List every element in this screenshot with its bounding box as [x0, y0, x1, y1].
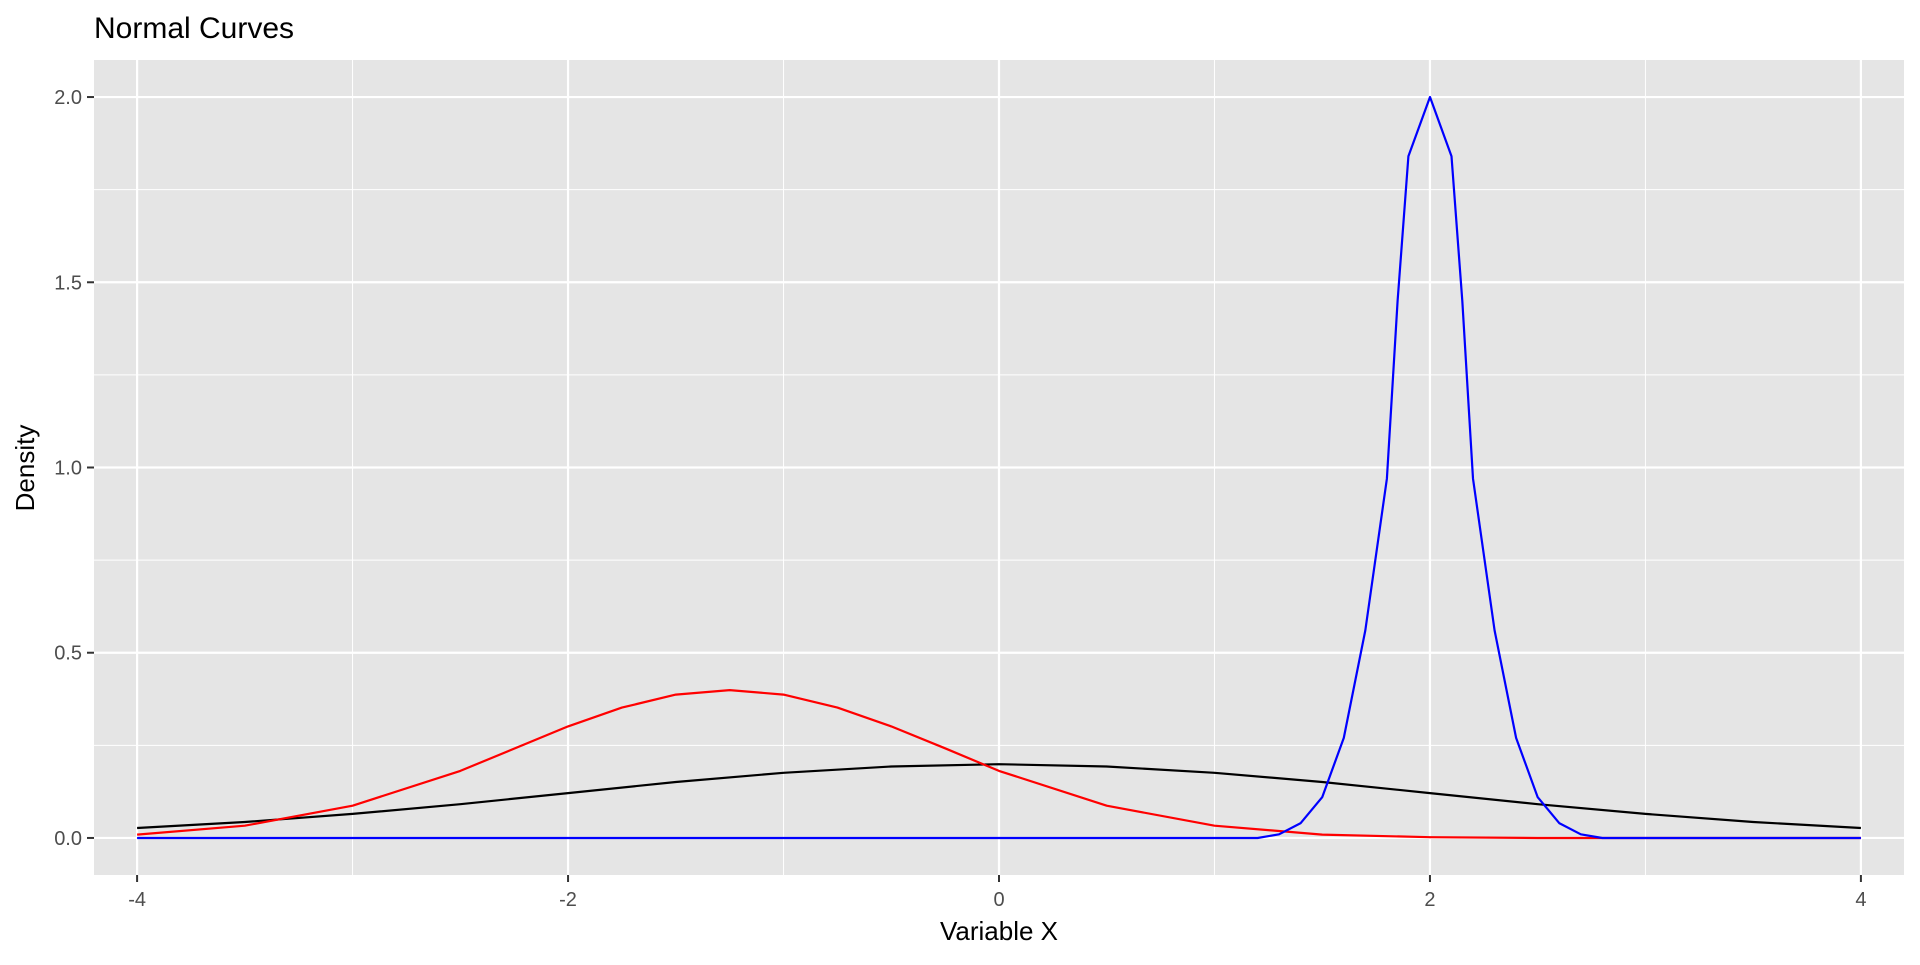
- axes: -4 -2 0 2 4 0.0 0.5 1.0 1.5 2.0: [54, 87, 1866, 911]
- y-axis-title: Density: [10, 425, 40, 512]
- series-layer: [137, 95, 1861, 840]
- y-tick-label: 0.0: [54, 828, 82, 850]
- x-tick-label: -2: [559, 889, 577, 911]
- x-tick-label: -4: [128, 889, 146, 911]
- y-tick-label: 1.5: [54, 272, 82, 294]
- x-tick-label: 2: [1424, 889, 1435, 911]
- chart-title: Normal Curves: [94, 12, 294, 45]
- x-tick-label: 0: [993, 889, 1004, 911]
- series-line-2: [137, 689, 1861, 840]
- series-line-1: [137, 763, 1861, 830]
- series-line-3: [137, 95, 1861, 840]
- y-tick-label: 2.0: [54, 87, 82, 109]
- x-axis-title: Variable X: [940, 916, 1058, 946]
- x-tick-label: 4: [1855, 889, 1866, 911]
- y-tick-label: 1.0: [54, 458, 82, 480]
- y-tick-label: 0.5: [54, 643, 82, 665]
